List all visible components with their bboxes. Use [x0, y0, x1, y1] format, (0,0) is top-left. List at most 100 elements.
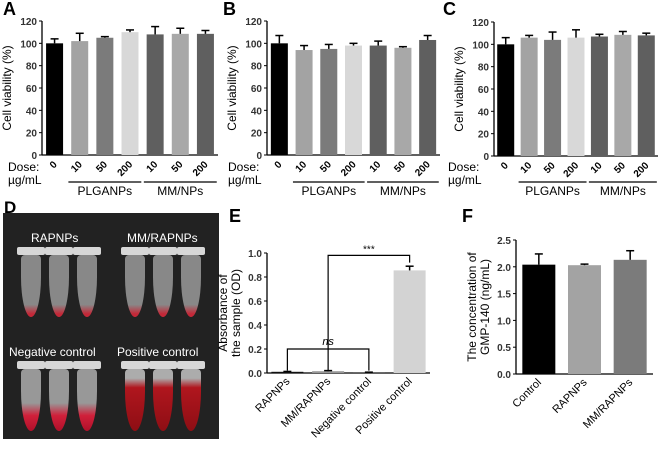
x-tick-label: RAPNPs	[550, 376, 590, 416]
bar	[146, 34, 164, 155]
y-tick-label: 60	[478, 85, 490, 96]
bar	[394, 47, 412, 155]
bar	[46, 43, 64, 156]
y-tick-label: 120	[472, 18, 489, 29]
bar	[121, 32, 139, 155]
y-tick-label: 0.0	[497, 370, 511, 381]
bar	[393, 270, 426, 373]
x-tick-label: MM/RAPNPs	[581, 376, 636, 431]
tube	[77, 369, 97, 431]
panel-label-c: C	[443, 0, 456, 19]
tube-cap	[121, 247, 149, 255]
y-tick-label: 0.4	[248, 321, 262, 332]
y-tick-label: 40	[478, 107, 490, 118]
tube	[77, 255, 97, 317]
x-tick-label: 10	[589, 160, 605, 176]
y-tick-label: 1.0	[248, 249, 262, 260]
panel-label-e: E	[229, 206, 241, 226]
dose-unit-label: µg/mL	[228, 173, 262, 187]
y-tick-label: 120	[20, 17, 37, 28]
y-axis-label: The concentration of	[465, 252, 479, 362]
x-tick-label: 10	[69, 159, 85, 175]
bar	[568, 265, 601, 374]
x-tick-label: 50	[392, 159, 408, 175]
y-tick-label: 0.5	[497, 343, 511, 354]
tube	[125, 255, 145, 317]
y-axis-label: Cell viability (%)	[0, 45, 14, 130]
group-label: PLGANPs	[301, 184, 356, 198]
x-tick-label: 10	[294, 159, 310, 175]
bar	[196, 33, 214, 155]
bar	[590, 36, 608, 157]
bar	[613, 259, 647, 374]
y-tick-label: 0.0	[248, 369, 262, 380]
y-tick-label: 0	[256, 151, 262, 162]
y-axis-label: GMP-140 (ng/mL)	[478, 259, 492, 355]
panel-label-a: A	[3, 0, 16, 19]
significance-bracket-star	[327, 254, 411, 349]
x-tick-label: 200	[413, 159, 433, 179]
photo-label-rapnps: RAPNPs	[31, 231, 79, 245]
y-tick-label: 80	[26, 62, 38, 73]
bar	[171, 33, 189, 155]
tube-cap	[177, 361, 205, 369]
bar	[345, 45, 362, 155]
x-tick-label: 50	[94, 159, 110, 175]
tube	[153, 255, 173, 317]
tube-cap	[177, 247, 205, 255]
tube-cap	[149, 361, 177, 369]
bar	[71, 41, 89, 155]
x-tick-label: 50	[542, 160, 558, 176]
y-axis-label: Absorbance of	[216, 274, 230, 352]
dose-label: Dose:	[228, 160, 259, 174]
x-tick-label: 200	[339, 159, 359, 179]
y-axis-label: Cell viability (%)	[452, 46, 466, 131]
photo-label-mm-rapnps: MM/RAPNPs	[127, 231, 198, 245]
y-tick-label: 0.8	[248, 273, 262, 284]
y-tick-label: 2.0	[497, 263, 511, 274]
y-tick-label: 0.6	[248, 297, 262, 308]
y-axis-label: the sample (OD)	[229, 269, 243, 357]
panel-d-photo: RAPNPs MM/RAPNPs Negative control Positi…	[3, 213, 219, 439]
tube-cap	[149, 247, 177, 255]
tube	[49, 369, 69, 431]
tube-cap	[17, 247, 45, 255]
bar	[295, 50, 313, 155]
y-tick-label: 40	[26, 106, 38, 117]
y-tick-label: 1.5	[497, 290, 511, 301]
x-tick-label: 50	[318, 159, 334, 175]
tube	[21, 255, 41, 317]
y-tick-label: 20	[251, 129, 263, 140]
y-tick-label: 20	[478, 130, 490, 141]
tube-cap	[45, 361, 73, 369]
y-tick-label: 100	[245, 39, 262, 50]
dose-label: Dose:	[448, 160, 479, 174]
y-tick-label: 100	[472, 40, 489, 51]
bar	[567, 37, 585, 157]
panel-label-b: B	[223, 0, 236, 19]
x-tick-label: 200	[632, 160, 652, 180]
bar	[271, 371, 304, 373]
y-tick-label: 2.5	[497, 236, 511, 247]
x-tick-label: 50	[612, 160, 628, 176]
tube-cap	[73, 361, 101, 369]
tube	[153, 369, 173, 431]
x-tick-label: 200	[116, 159, 136, 179]
dose-unit-label: µg/mL	[448, 173, 482, 187]
significance-bracket-ns	[286, 348, 370, 371]
y-tick-label: 20	[26, 129, 38, 140]
tube-cap	[45, 247, 73, 255]
tube	[21, 369, 41, 431]
group-label: PLGANPs	[525, 184, 580, 198]
x-tick-label: 10	[368, 159, 384, 175]
bar	[312, 371, 345, 373]
group-label: PLGANPs	[78, 184, 133, 198]
bar	[637, 35, 655, 156]
group-label: MM/NPs	[600, 184, 646, 198]
panel-label-f: F	[462, 206, 473, 226]
y-tick-label: 0	[31, 151, 37, 162]
y-tick-label: 0.2	[248, 345, 262, 356]
x-tick-label: Control	[510, 377, 544, 411]
